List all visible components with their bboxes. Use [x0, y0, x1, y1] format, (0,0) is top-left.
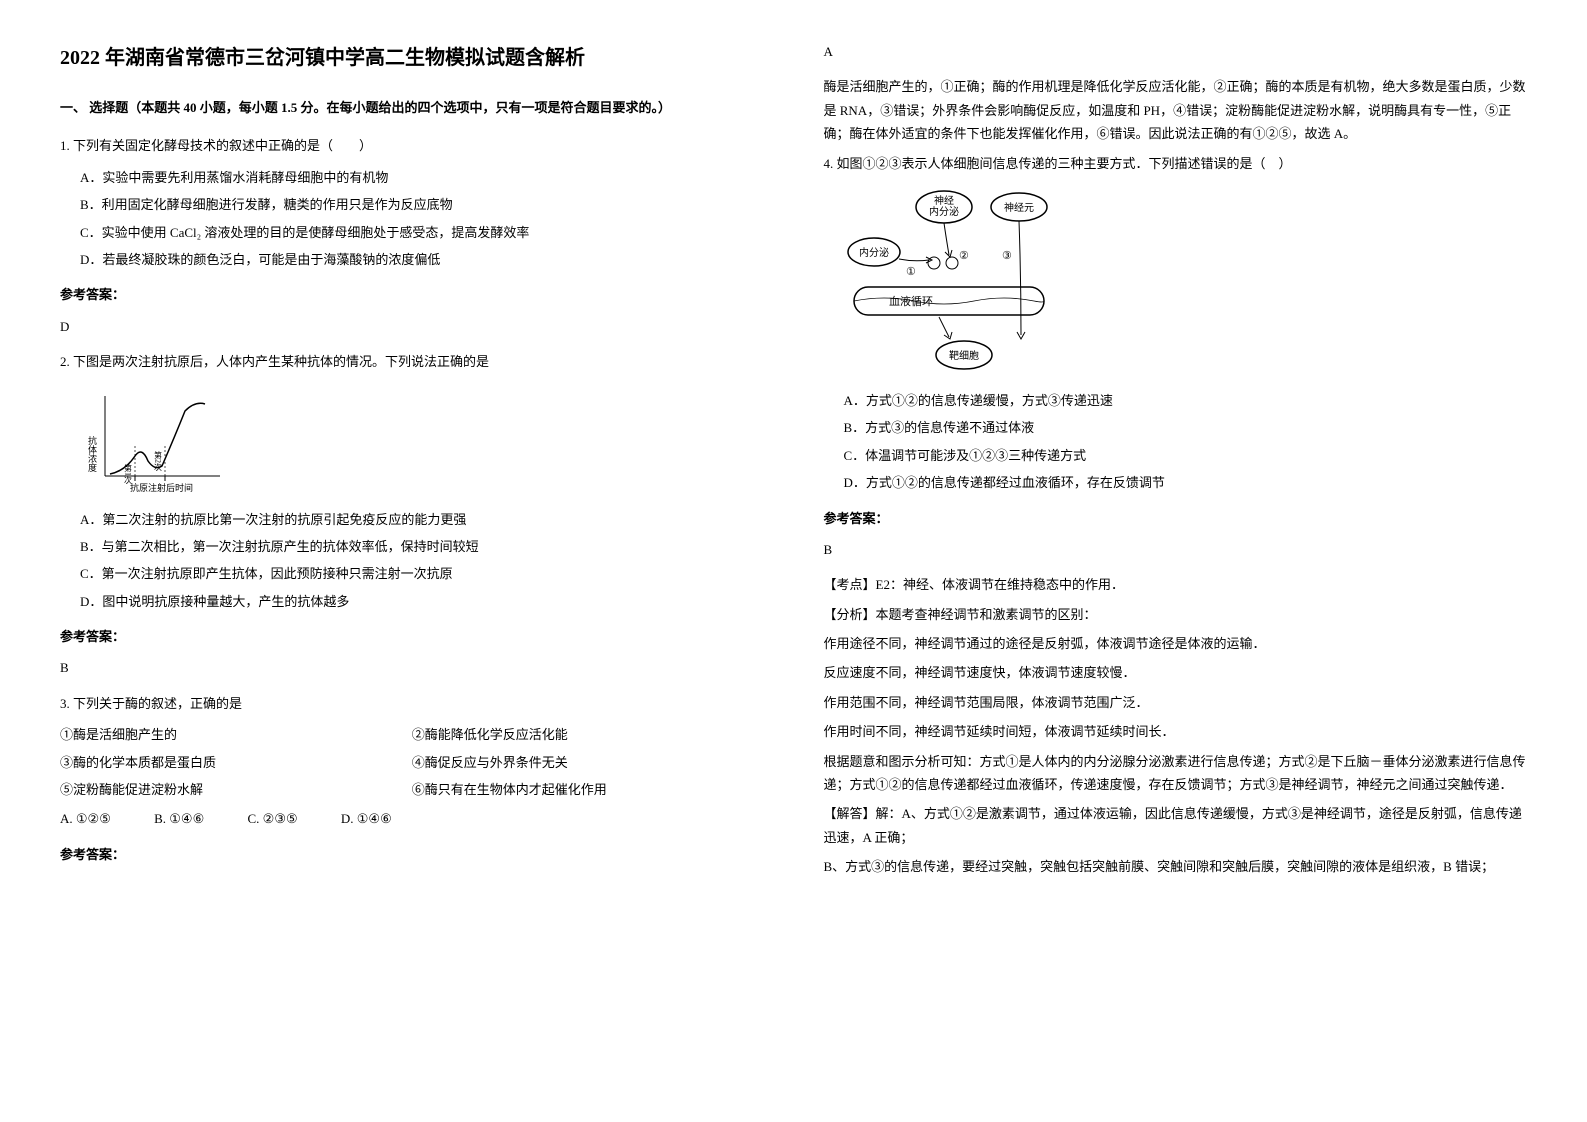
q2-text: 2. 下图是两次注射抗原后，人体内产生某种抗体的情况。下列说法正确的是 [60, 350, 764, 373]
q2-mark2: 第2次 [154, 450, 163, 472]
question-1: 1. 下列有关固定化酵母技术的叙述中正确的是（ ） A．实验中需要先利用蒸馏水消… [60, 134, 764, 271]
svg-text:①: ① [906, 266, 916, 278]
q4-exp-2: 【分析】本题考查神经调节和激素调节的区别： [824, 603, 1528, 626]
q2-opt-a: A．第二次注射的抗原比第一次注射的抗原引起免疫反应的能力更强 [60, 508, 764, 531]
q1-opt-c: C．实验中使用 CaCl₂ 溶液处理的目的是使酵母细胞处于感受态，提高发酵效率 [60, 221, 764, 244]
q3-answer-label: 参考答案： [60, 843, 764, 866]
svg-text:神经: 神经 [934, 194, 954, 207]
right-column: A 酶是活细胞产生的，①正确；酶的作用机理是降低化学反应活化能，②正确；酶的本质… [824, 40, 1528, 885]
q4-exp-6: 作用时间不同，神经调节延续时间短，体液调节延续时间长． [824, 720, 1528, 743]
q4-diagram: 神经 内分泌 神经元 内分泌 ① ② ③ 血液循环 [844, 187, 1528, 377]
q3-row2: ③酶的化学本质都是蛋白质 ④酶促反应与外界条件无关 [60, 751, 764, 774]
q2-opt-d: D．图中说明抗原接种量越大，产生的抗体越多 [60, 590, 764, 613]
q4-answer: B [824, 538, 1528, 561]
q4-exp-5: 作用范围不同，神经调节范围局限，体液调节范围广泛． [824, 691, 1528, 714]
q4-opt-a: A．方式①②的信息传递缓慢，方式③传递迅速 [824, 389, 1528, 412]
q2-mark1: 第1次 [124, 463, 133, 485]
q2-answer: B [60, 656, 764, 679]
q4-text: 4. 如图①②③表示人体细胞间信息传递的三种主要方式．下列描述错误的是（ ） [824, 152, 1528, 175]
section-header: 一、 选择题（本题共 40 小题，每小题 1.5 分。在每小题给出的四个选项中，… [60, 96, 764, 119]
q3-options: A. ①②⑤ B. ①④⑥ C. ②③⑤ D. ①④⑥ [60, 807, 764, 830]
q1-answer-label: 参考答案： [60, 283, 764, 306]
q2-diagram: 抗体浓度 第1次 第2次 抗原注射后时间 [80, 386, 764, 496]
left-column: 2022 年湖南省常德市三岔河镇中学高二生物模拟试题含解析 一、 选择题（本题共… [60, 40, 764, 885]
q4-answer-label: 参考答案： [824, 507, 1528, 530]
q1-opt-b: B．利用固定化酵母细胞进行发酵，糖类的作用只是作为反应底物 [60, 193, 764, 216]
svg-text:内分泌: 内分泌 [859, 246, 889, 259]
q3-opt-a: A. ①②⑤ [60, 807, 111, 830]
svg-text:血液循环: 血液循环 [889, 294, 933, 308]
q4-exp-8: 【解答】解：A、方式①②是激素调节，通过体液运输，因此信息传递缓慢，方式③是神经… [824, 802, 1528, 849]
q4-exp-7: 根据题意和图示分析可知：方式①是人体内的内分泌腺分泌激素进行信息传递；方式②是下… [824, 750, 1528, 797]
q3-s2: ②酶能降低化学反应活化能 [412, 723, 764, 746]
q2-xlabel: 抗原注射后时间 [130, 482, 193, 493]
question-2: 2. 下图是两次注射抗原后，人体内产生某种抗体的情况。下列说法正确的是 抗体浓度… [60, 350, 764, 613]
q3-row1: ①酶是活细胞产生的 ②酶能降低化学反应活化能 [60, 723, 764, 746]
q1-answer: D [60, 315, 764, 338]
page-title: 2022 年湖南省常德市三岔河镇中学高二生物模拟试题含解析 [60, 40, 764, 76]
q4-opt-b: B．方式③的信息传递不通过体液 [824, 416, 1528, 439]
q4-exp-1: 【考点】E2：神经、体液调节在维持稳态中的作用． [824, 573, 1528, 596]
q3-opt-b: B. ①④⑥ [154, 807, 204, 830]
q4-opt-d: D．方式①②的信息传递都经过血液循环，存在反馈调节 [824, 471, 1528, 494]
q2-ylabel: 抗体浓度 [87, 434, 97, 472]
q1-text: 1. 下列有关固定化酵母技术的叙述中正确的是（ ） [60, 134, 764, 157]
q2-answer-label: 参考答案： [60, 625, 764, 648]
q3-answer: A [824, 40, 1528, 63]
svg-text:②: ② [959, 250, 969, 262]
q1-opt-a: A．实验中需要先利用蒸馏水消耗酵母细胞中的有机物 [60, 166, 764, 189]
svg-text:③: ③ [1002, 250, 1012, 262]
q4-exp-3: 作用途径不同，神经调节通过的途径是反射弧，体液调节途径是体液的运输． [824, 632, 1528, 655]
q4-exp-4: 反应速度不同，神经调节速度快，体液调节速度较慢． [824, 661, 1528, 684]
svg-text:靶细胞: 靶细胞 [949, 349, 979, 362]
q3-s1: ①酶是活细胞产生的 [60, 723, 412, 746]
q4-exp-9: B、方式③的信息传递，要经过突触，突触包括突触前膜、突触间隙和突触后膜，突触间隙… [824, 855, 1528, 878]
q3-opt-c: C. ②③⑤ [248, 807, 298, 830]
q3-s6: ⑥酶只有在生物体内才起催化作用 [412, 778, 764, 801]
q3-row3: ⑤淀粉酶能促进淀粉水解 ⑥酶只有在生物体内才起催化作用 [60, 778, 764, 801]
q3-text: 3. 下列关于酶的叙述，正确的是 [60, 692, 764, 715]
q3-s4: ④酶促反应与外界条件无关 [412, 751, 764, 774]
svg-text:神经元: 神经元 [1004, 201, 1034, 214]
q4-opt-c: C．体温调节可能涉及①②③三种传递方式 [824, 444, 1528, 467]
q3-explanation: 酶是活细胞产生的，①正确；酶的作用机理是降低化学反应活化能，②正确；酶的本质是有… [824, 75, 1528, 145]
q3-s3: ③酶的化学本质都是蛋白质 [60, 751, 412, 774]
q3-s5: ⑤淀粉酶能促进淀粉水解 [60, 778, 412, 801]
q3-opt-d: D. ①④⑥ [341, 807, 392, 830]
svg-text:内分泌: 内分泌 [929, 205, 959, 218]
question-3: 3. 下列关于酶的叙述，正确的是 ①酶是活细胞产生的 ②酶能降低化学反应活化能 … [60, 692, 764, 831]
question-4: 4. 如图①②③表示人体细胞间信息传递的三种主要方式．下列描述错误的是（ ） 神… [824, 152, 1528, 495]
q2-opt-c: C．第一次注射抗原即产生抗体，因此预防接种只需注射一次抗原 [60, 562, 764, 585]
q2-opt-b: B．与第二次相比，第一次注射抗原产生的抗体效率低，保持时间较短 [60, 535, 764, 558]
q1-opt-d: D．若最终凝胶珠的颜色泛白，可能是由于海藻酸钠的浓度偏低 [60, 248, 764, 271]
